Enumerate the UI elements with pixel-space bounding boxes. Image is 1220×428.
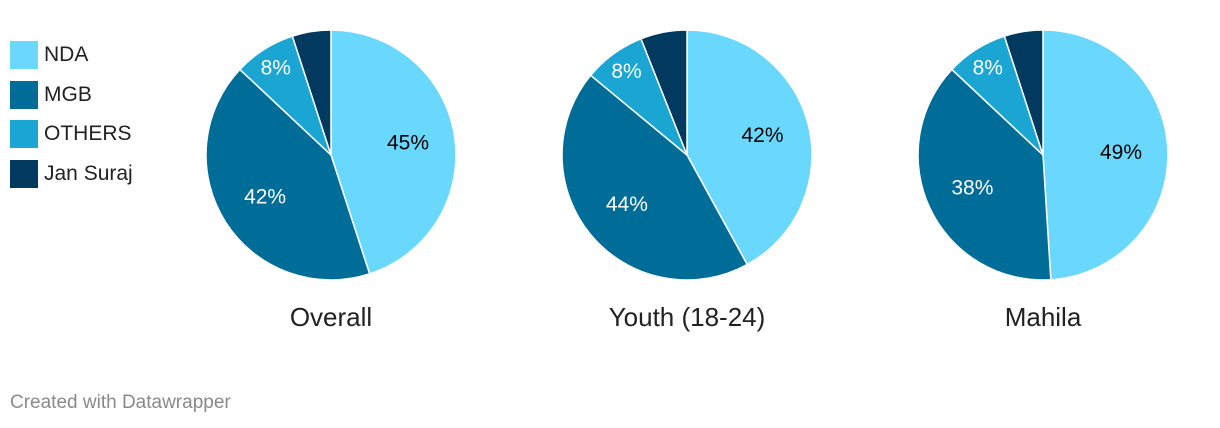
legend-label-others: OTHERS [44,122,132,145]
pie-slice-mgb [561,74,749,281]
data-label-mgb: 44% [606,193,648,216]
legend-label-nda: NDA [44,43,89,66]
data-label-mgb: 42% [244,185,286,208]
legend-label-mgb: MGB [44,82,92,106]
pie-title: Mahila [1005,302,1082,332]
pie-slice-jan-suraj [1003,29,1044,156]
pie-slice-jan-suraj [291,29,332,156]
pie-youth-18-24: 42% 44% 8% Youth (18-24) [561,29,813,332]
chart-legend: NDA MGB OTHERS Jan Suraj [10,41,133,200]
legend-swatch-jan-suraj [10,159,38,188]
legend-item-others: OTHERS [10,120,133,148]
pie-title: Youth (18-24) [609,302,766,332]
data-label-nda: 49% [1100,141,1142,164]
pie-slice-nda [330,29,457,275]
legend-swatch-others [10,120,38,148]
pie-overall: 45% 42% 8% Overall [205,29,457,332]
pie-slice-nda [686,29,813,266]
legend-swatch-mgb [10,80,38,109]
footer-credit: Created with Datawrapper [10,392,231,413]
pie-slice-mgb [917,68,1052,281]
legend-item-mgb: MGB [10,80,133,109]
data-label-others: 8% [973,57,1003,80]
legend-label-jan-suraj: Jan Suraj [44,161,133,185]
data-label-others: 8% [261,57,291,80]
data-label-nda: 45% [387,131,429,154]
pie-slice-jan-suraj [640,29,688,156]
pie-slice-mgb [205,68,371,281]
data-label-nda: 42% [741,124,783,147]
data-label-others: 8% [611,60,641,83]
data-label-mgb: 38% [951,177,993,200]
pie-mahila: 49% 38% 8% Mahila [917,29,1169,332]
pie-title: Overall [290,302,372,332]
pie-slice-nda [1042,29,1169,281]
legend-item-nda: NDA [10,41,133,69]
legend-item-jan-suraj: Jan Suraj [10,159,133,188]
legend-swatch-nda [10,41,38,69]
